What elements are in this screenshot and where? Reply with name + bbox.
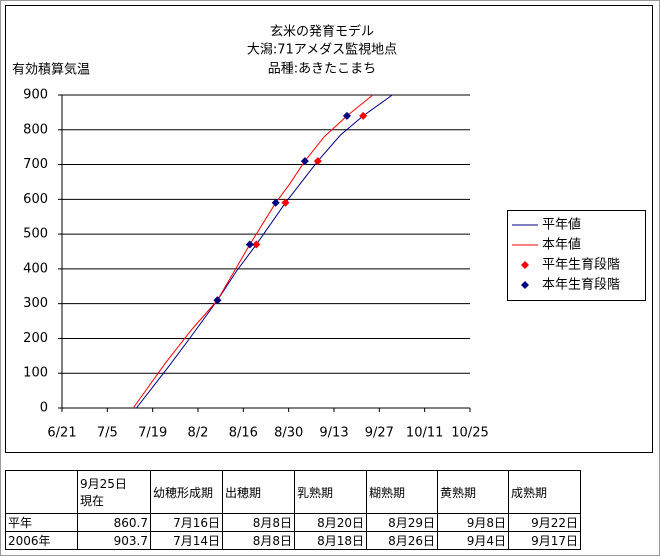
y-tick-label: 0	[40, 401, 48, 416]
plot-area	[62, 95, 470, 408]
data-table: 9月25日現在 幼穂形成期 出穂期 乳熟期 糊熟期 黄熟期 成熟期 平年 860.…	[5, 470, 581, 550]
x-tick-label: 7/19	[138, 426, 167, 441]
header-cell: 糊熟期	[366, 470, 438, 514]
table-cell: 8月26日	[366, 531, 438, 550]
x-tick-label: 8/30	[274, 426, 303, 441]
y-tick-label: 800	[23, 122, 48, 137]
x-tick-label: 8/2	[188, 426, 209, 441]
series-marker	[300, 157, 309, 166]
header-cell: 幼穂形成期	[150, 470, 223, 514]
y-tick-label: 700	[23, 157, 48, 172]
x-tick-label: 10/11	[406, 426, 443, 441]
legend-swatch	[521, 281, 529, 289]
table-cell: 8月8日	[222, 513, 295, 532]
series-marker	[342, 111, 351, 120]
table-cell: 7月14日	[150, 531, 223, 550]
header-cell: 9月25日現在	[77, 470, 151, 514]
y-axis-label: 有効積算気温	[12, 62, 90, 78]
table-cell: 平年	[5, 513, 78, 532]
series-marker	[281, 198, 290, 207]
table-cell: 8月18日	[294, 531, 367, 550]
table-header: 9月25日現在 幼穂形成期 出穂期 乳熟期 糊熟期 黄熟期 成熟期	[5, 470, 581, 514]
x-tick-label: 8/16	[229, 426, 258, 441]
legend-label: 平年生育段階	[542, 257, 620, 273]
table-cell: 8月29日	[366, 513, 438, 532]
series-marker	[245, 240, 254, 249]
table-cell: 7月16日	[150, 513, 223, 532]
table-row: 2006年 903.7 7月14日 8月8日 8月18日 8月26日 9月4日 9月17日	[5, 531, 581, 550]
table-cell: 2006年	[5, 531, 78, 550]
y-tick-label: 400	[23, 261, 48, 276]
table-cell: 9月8日	[437, 513, 509, 532]
table-cell: 9月4日	[437, 531, 509, 550]
series-line	[132, 94, 374, 409]
table-corner	[5, 470, 78, 514]
header-cell: 黄熟期	[437, 470, 509, 514]
chart-title: 品種:あきたこまち	[268, 61, 376, 77]
legend-label: 本年値	[542, 237, 581, 253]
chart-title: 玄米の発育モデル	[270, 24, 374, 40]
series-marker	[213, 296, 222, 305]
series-marker	[271, 198, 280, 207]
x-tick-label: 6/21	[47, 426, 76, 441]
legend-label: 平年値	[542, 217, 581, 233]
y-tick-label: 500	[23, 227, 48, 242]
series-marker	[313, 157, 322, 166]
y-tick-label: 600	[23, 192, 48, 207]
x-tick-label: 9/27	[365, 426, 394, 441]
y-tick-label: 300	[23, 296, 48, 311]
x-tick-label: 10/25	[451, 426, 488, 441]
series-marker	[252, 240, 261, 249]
header-cell: 成熟期	[508, 470, 581, 514]
series-marker	[359, 111, 368, 120]
legend-swatch	[521, 261, 529, 269]
table-row: 平年 860.7 7月16日 8月8日 8月20日 8月29日 9月8日 9月22日	[5, 513, 581, 532]
y-tick-label: 900	[23, 88, 48, 103]
table-cell: 8月20日	[294, 513, 367, 532]
header-cell: 出穂期	[222, 470, 295, 514]
legend-label: 本年生育段階	[542, 277, 620, 293]
header-cell: 乳熟期	[294, 470, 367, 514]
x-tick-label: 9/13	[319, 426, 348, 441]
x-tick-label: 7/5	[97, 426, 118, 441]
y-tick-label: 200	[23, 331, 48, 346]
table-cell: 903.7	[77, 531, 151, 550]
table-cell: 8月8日	[222, 531, 295, 550]
table-cell: 9月17日	[508, 531, 581, 550]
table-cell: 9月22日	[508, 513, 581, 532]
y-tick-label: 100	[23, 366, 48, 381]
chart-title: 大潟:71アメダス監視地点	[247, 42, 397, 58]
table-cell: 860.7	[77, 513, 151, 532]
